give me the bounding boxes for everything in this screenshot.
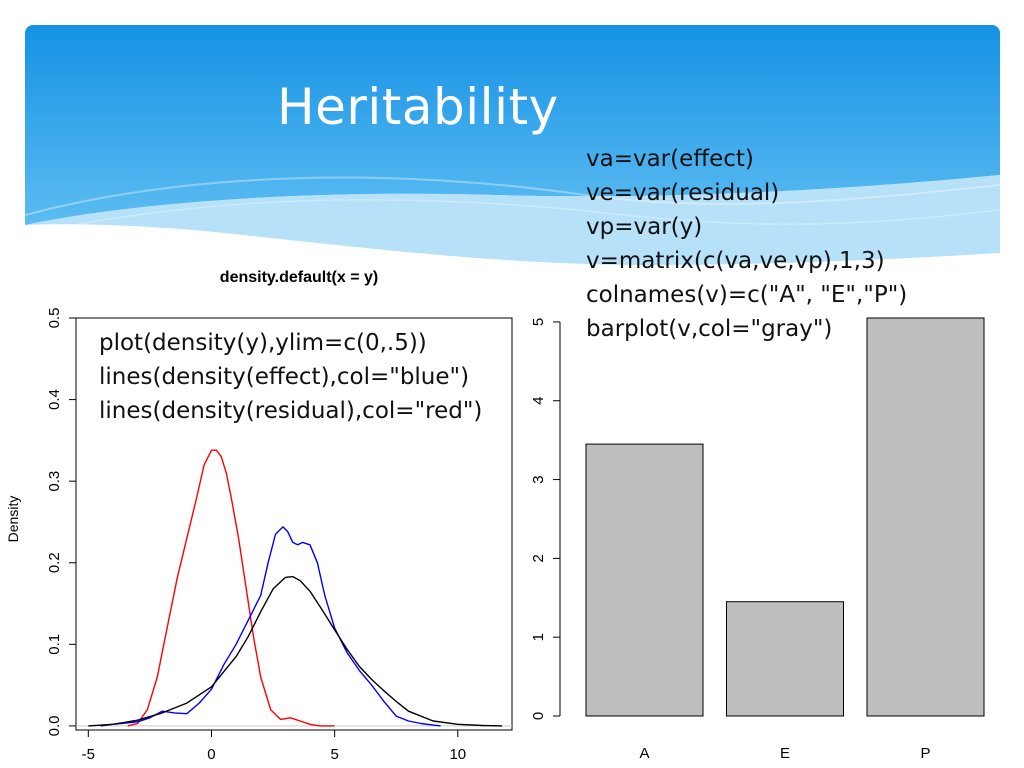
density-x-tick-label: 5 [330,746,338,763]
code-line: v=matrix(c(va,ve,vp),1,3) [586,248,885,274]
density-x-tick-label: -5 [82,746,95,763]
density-series-line-1 [100,526,441,727]
density-y-tick-label: 0.3 [46,471,63,492]
density-code-block: plot(density(y),ylim=c(0,.5)) lines(dens… [99,326,482,428]
bar-bars [585,317,985,717]
code-line: lines(density(effect),col="blue") [99,364,470,390]
bar-category-label: E [780,745,790,762]
density-lines [76,449,512,727]
bar-y-tick-label: 3 [530,475,547,483]
code-line: barplot(v,col="gray") [586,316,833,342]
density-chart: density.default(x = y) Density -5 0 5 10 0.… [5,269,513,763]
density-y-tick-label: 0.4 [46,389,63,410]
density-x-tick-label: 0 [207,746,215,763]
bar-p [866,317,985,717]
density-y-tick-label: 0.0 [46,715,63,736]
density-series-line-0 [127,449,335,727]
code-line: lines(density(residual),col="red") [99,398,483,424]
density-y-tick-label: 0.1 [46,634,63,655]
density-chart-title: density.default(x = y) [220,269,378,286]
bar-y-tick-label: 5 [530,318,547,326]
bar-chart: 0 1 2 3 4 5 A E P [530,317,985,762]
bar-y-axis: 0 1 2 3 4 5 [530,318,561,720]
bar-y-tick-label: 0 [530,712,547,720]
bar-y-tick-label: 4 [530,397,547,405]
code-line: vp=var(y) [586,214,703,240]
bar-a [585,443,704,717]
code-line: va=var(effect) [586,146,754,172]
bar-e [726,601,844,717]
density-y-tick-label: 0.2 [46,552,63,573]
density-x-tick-label: 10 [449,746,466,763]
code-line: ve=var(residual) [586,180,780,206]
bar-category-label: P [920,745,930,762]
bar-y-tick-label: 2 [530,554,547,562]
density-plot-frame [75,317,513,731]
barplot-code-block: va=var(effect) ve=var(residual) vp=var(y… [586,142,907,346]
density-x-axis: -5 0 5 10 [82,730,466,763]
slide-title: Heritability [277,78,559,136]
density-y-axis-label: Density [5,496,21,543]
density-y-tick-label: 0.5 [46,308,63,329]
code-line: colnames(v)=c("A", "E","P") [586,282,908,308]
bar-y-tick-label: 1 [530,633,547,641]
code-line: plot(density(y),ylim=c(0,.5)) [99,330,427,356]
density-y-axis: 0.0 0.1 0.2 0.3 0.4 0.5 [46,308,76,736]
slide-header-band [25,25,1000,280]
bar-category-label: A [639,745,649,762]
density-series-line-2 [88,575,503,727]
